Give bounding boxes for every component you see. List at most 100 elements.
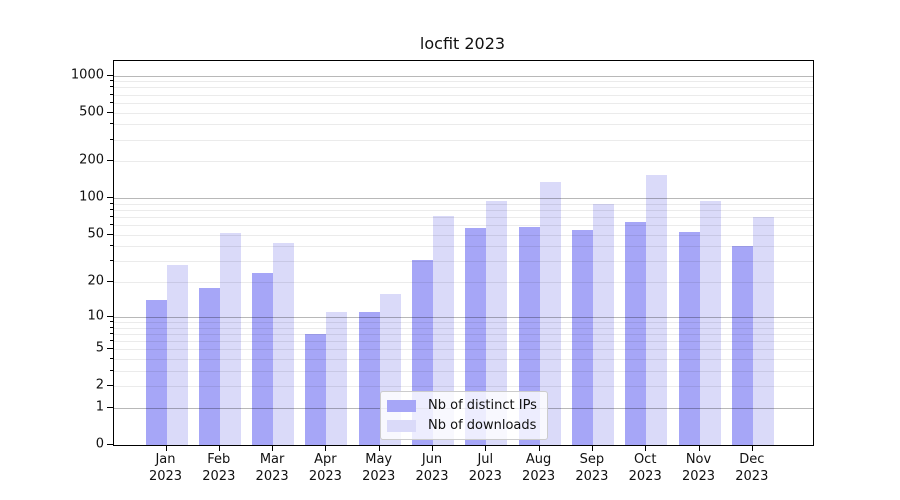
bar-downloads-jun: [433, 215, 454, 445]
bar-distinct-ips-aug: [518, 226, 540, 445]
x-tick-year: 2023: [628, 469, 662, 484]
minor-gridline-400: [114, 124, 813, 126]
bar-downloads-sep: [592, 204, 614, 445]
minor-gridline-40: [114, 246, 813, 248]
x-tick-month: Aug: [525, 452, 552, 467]
y-minor-tick-300: [110, 138, 113, 140]
minor-gridline-8: [114, 327, 813, 329]
minor-gridline-500: [114, 112, 813, 114]
x-tick-jun: [432, 445, 433, 451]
y-tick-label-1000: 1000: [70, 67, 104, 82]
minor-gridline-200: [114, 161, 813, 163]
x-tick-sep: [591, 445, 593, 451]
x-tick-may: [378, 445, 380, 451]
x-tick-label-sep: Sep 2023: [562, 451, 622, 485]
y-minor-tick-600: [110, 101, 113, 103]
major-gridline-100: [114, 198, 813, 200]
bar-distinct-ips-mar: [252, 272, 274, 445]
x-tick-label-jun: Jun 2023: [402, 451, 462, 485]
x-tick-month: Jul: [477, 452, 494, 467]
x-tick-month: Nov: [685, 452, 712, 467]
y-tick-100: [107, 197, 113, 199]
bar-distinct-ips-sep: [571, 229, 593, 445]
minor-gridline-600: [114, 102, 813, 104]
bar-downloads-nov: [699, 200, 721, 445]
x-tick-label-may: May 2023: [349, 451, 409, 485]
x-tick-label-nov: Nov 2023: [669, 451, 729, 485]
minor-gridline-300: [114, 139, 813, 141]
y-minor-tick-8: [110, 326, 113, 328]
y-minor-tick-5: [110, 348, 113, 350]
minor-gridline-7: [114, 333, 813, 335]
x-tick-month: Jan: [155, 452, 176, 467]
y-minor-tick-6: [110, 339, 113, 341]
x-tick-month: Sep: [579, 452, 605, 467]
y-minor-tick-7: [110, 332, 113, 334]
y-minor-tick-60: [110, 224, 113, 226]
legend: Nb of distinct IPs Nb of downloads: [380, 391, 548, 440]
bar-distinct-ips-may: [358, 312, 380, 445]
y-tick-label-100: 100: [79, 189, 104, 205]
y-tick-1000: [107, 74, 113, 76]
y-tick-0: [107, 444, 113, 445]
minor-gridline-700: [114, 94, 813, 96]
x-tick-month: Dec: [739, 452, 765, 467]
x-tick-year: 2023: [255, 469, 289, 484]
x-tick-year: 2023: [308, 469, 342, 484]
y-minor-tick-4: [110, 357, 113, 359]
y-minor-tick-200: [110, 160, 113, 162]
legend-item: Nb of downloads: [387, 418, 537, 433]
y-minor-tick-70: [110, 216, 113, 217]
y-minor-tick-700: [110, 93, 113, 95]
x-tick-month: Jun: [421, 452, 443, 467]
minor-gridline-60: [114, 225, 813, 227]
y-tick-label-50: 50: [87, 226, 104, 242]
x-tick-label-feb: Feb 2023: [189, 451, 249, 485]
x-tick-jul: [485, 445, 487, 451]
x-tick-month: Mar: [259, 452, 285, 467]
y-minor-tick-20: [110, 281, 113, 283]
x-tick-year: 2023: [735, 469, 769, 484]
y-minor-tick-500: [110, 111, 113, 113]
plot-area: [113, 60, 814, 446]
x-tick-label-jan: Jan 2023: [136, 451, 196, 485]
y-tick-1: [107, 406, 113, 408]
x-tick-label-oct: Oct 2023: [615, 451, 675, 485]
chart-title: locfit 2023: [419, 34, 506, 53]
x-tick-month: May: [365, 452, 393, 467]
bar-distinct-ips-jul: [465, 227, 487, 445]
minor-gridline-50: [114, 234, 813, 236]
bar-downloads-apr: [326, 312, 348, 445]
x-tick-nov: [698, 445, 700, 451]
minor-gridline-20: [114, 282, 813, 284]
bar-distinct-ips-feb: [198, 287, 220, 445]
y-minor-tick-90: [110, 202, 113, 204]
minor-gridline-3: [114, 370, 813, 372]
minor-gridline-800: [114, 87, 813, 89]
y-minor-tick-30: [110, 260, 113, 262]
x-tick-month: Feb: [207, 452, 231, 467]
minor-gridline-5: [114, 349, 813, 351]
y-tick-label-2: 2: [95, 377, 104, 393]
x-tick-apr: [325, 445, 327, 451]
bar-downloads-dec: [752, 217, 774, 445]
y-minor-tick-900: [110, 80, 113, 82]
y-minor-tick-9: [110, 320, 113, 322]
bar-distinct-ips-jan: [145, 300, 167, 445]
x-tick-dec: [751, 445, 753, 451]
y-minor-tick-3: [110, 369, 113, 371]
x-tick-year: 2023: [362, 469, 396, 484]
x-tick-year: 2023: [148, 469, 183, 484]
x-tick-year: 2023: [202, 469, 236, 484]
x-tick-year: 2023: [681, 469, 716, 484]
x-tick-label-aug: Aug 2023: [509, 451, 569, 485]
legend-label: Nb of downloads: [428, 418, 537, 433]
y-tick-label-5: 5: [95, 340, 104, 356]
bar-distinct-ips-oct: [625, 221, 647, 445]
y-minor-tick-80: [110, 209, 113, 210]
x-tick-label-mar: Mar 2023: [242, 451, 302, 485]
legend-swatch-icon: [387, 419, 416, 432]
x-tick-oct: [645, 445, 647, 451]
minor-gridline-30: [114, 261, 813, 263]
